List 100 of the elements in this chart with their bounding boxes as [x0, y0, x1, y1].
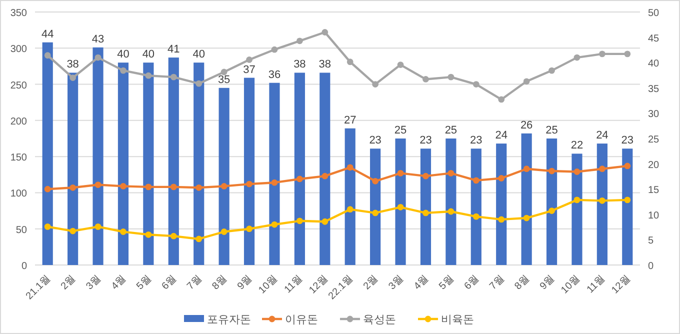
- point: [94, 54, 102, 61]
- point: [498, 175, 505, 182]
- point: [372, 81, 379, 88]
- x-tick-label: 7월: [488, 273, 506, 292]
- bar: [168, 58, 179, 265]
- point: [120, 67, 126, 74]
- y2-tick-label: 35: [648, 84, 660, 95]
- point: [120, 183, 126, 190]
- point: [346, 206, 354, 213]
- bar: [521, 133, 532, 265]
- data-label: 23: [470, 134, 482, 147]
- point: [170, 74, 177, 80]
- y2-tick-label: 30: [648, 109, 660, 120]
- x-tick-label: 4월: [412, 273, 431, 292]
- point: [220, 68, 228, 76]
- point: [574, 54, 580, 61]
- point: [220, 228, 228, 235]
- point: [548, 208, 555, 214]
- point: [70, 74, 76, 81]
- bar: [92, 47, 104, 265]
- data-label: 43: [92, 33, 104, 46]
- point: [472, 81, 480, 88]
- point: [94, 182, 102, 188]
- data-label: 22: [570, 140, 584, 152]
- point: [422, 76, 429, 82]
- point: [44, 52, 51, 59]
- point: [271, 221, 278, 228]
- point: [598, 197, 606, 204]
- data-label: 24: [596, 130, 608, 142]
- y-tick-label: 300: [10, 44, 28, 56]
- point: [322, 172, 328, 180]
- y-tick-label: 250: [10, 80, 28, 92]
- x-tick-label: 3월: [386, 273, 406, 292]
- x-tick-label: 8월: [210, 273, 230, 292]
- point: [448, 170, 454, 176]
- bar: [420, 148, 432, 265]
- point: [296, 218, 303, 224]
- y2-tick-label: 15: [648, 185, 660, 196]
- y2-tick-label: 20: [648, 160, 660, 171]
- point: [548, 168, 555, 174]
- y2-tick-label: 50: [648, 8, 660, 19]
- data-label: 25: [444, 124, 458, 136]
- bar: [294, 72, 305, 265]
- data-label: 41: [168, 44, 180, 56]
- point: [145, 231, 152, 238]
- point: [271, 179, 278, 186]
- data-label: 35: [218, 74, 230, 86]
- x-tick-label: 2월: [362, 273, 380, 292]
- point: [271, 46, 278, 53]
- y2-tick-label: 25: [648, 134, 660, 146]
- data-label: 37: [243, 64, 256, 76]
- bar: [446, 138, 456, 265]
- point: [346, 164, 354, 171]
- x-tick-label: 9월: [538, 273, 557, 292]
- y2-tick-label: 40: [648, 58, 660, 70]
- point: [574, 196, 580, 204]
- y-tick-label: 0: [21, 261, 28, 272]
- point: [624, 162, 631, 170]
- bar: [269, 82, 280, 265]
- data-label: 23: [369, 134, 382, 147]
- point: [322, 29, 328, 36]
- point: [472, 177, 480, 184]
- x-tick-label: 6월: [160, 273, 179, 292]
- x-tick-label: 5월: [437, 273, 456, 292]
- point: [346, 58, 354, 66]
- point: [523, 166, 530, 172]
- bar: [546, 138, 558, 265]
- x-tick-label: 2월: [59, 273, 78, 292]
- point: [196, 184, 202, 191]
- point: [120, 228, 126, 235]
- x-tick-label: 5월: [134, 273, 154, 292]
- point: [170, 232, 177, 240]
- point: [70, 228, 76, 234]
- bar: [244, 78, 255, 265]
- data-label: 36: [268, 68, 281, 81]
- data-label: 24: [495, 130, 508, 142]
- point: [94, 223, 102, 230]
- legend-label: 포유자돈: [207, 314, 251, 326]
- point: [246, 180, 252, 188]
- point: [574, 168, 580, 175]
- data-label: 40: [142, 48, 155, 61]
- point: [624, 196, 631, 204]
- legend-label: 비육돈: [441, 314, 474, 326]
- x-tick-label: 8월: [512, 273, 532, 292]
- y-tick-label: 350: [10, 8, 28, 19]
- bar: [370, 148, 381, 265]
- data-label: 25: [546, 124, 558, 136]
- point: [598, 50, 606, 58]
- point: [598, 166, 606, 172]
- x-tick-label: 7월: [185, 273, 204, 292]
- bar: [194, 62, 204, 265]
- point: [246, 56, 252, 63]
- data-label: 23: [420, 134, 432, 147]
- bar: [395, 138, 406, 265]
- bar: [320, 72, 330, 265]
- point: [498, 96, 505, 103]
- y-tick-label: 200: [10, 116, 28, 128]
- point: [448, 208, 454, 215]
- data-label: 27: [344, 114, 356, 126]
- point: [422, 172, 429, 180]
